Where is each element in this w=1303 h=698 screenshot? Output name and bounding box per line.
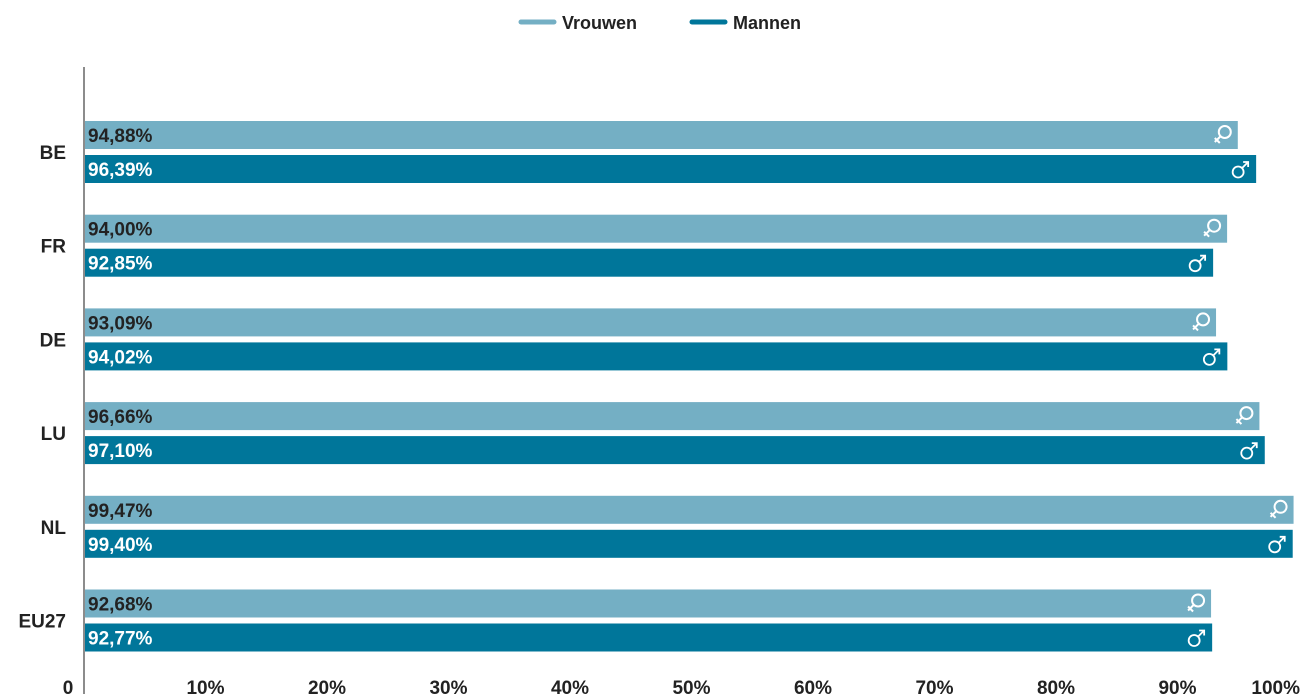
male-symbol-icon bbox=[1268, 535, 1286, 554]
bar-label-be-mannen: 96,39% bbox=[88, 160, 153, 181]
bar-eu27-mannen bbox=[85, 623, 1213, 652]
bar-be-vrouwen bbox=[85, 121, 1238, 149]
x-tick-label: 0 bbox=[63, 678, 74, 698]
bar-label-nl-vrouwen: 99,47% bbox=[88, 501, 153, 522]
bar-label-nl-mannen: 99,40% bbox=[88, 535, 153, 556]
bar-lu-vrouwen bbox=[85, 402, 1260, 431]
x-tick-label: 30% bbox=[429, 678, 467, 698]
bar-label-de-mannen: 94,02% bbox=[88, 347, 153, 368]
category-label-fr: FR bbox=[41, 237, 67, 258]
bar-fr-vrouwen bbox=[85, 214, 1228, 243]
male-symbol-icon bbox=[1187, 629, 1206, 647]
female-symbol-icon bbox=[1203, 218, 1222, 238]
bar-be-mannen bbox=[85, 155, 1257, 183]
bar-label-eu27-vrouwen: 92,68% bbox=[88, 595, 153, 616]
category-label-de: DE bbox=[40, 330, 66, 351]
bar-fr-mannen bbox=[85, 248, 1214, 277]
female-symbol-icon bbox=[1192, 312, 1211, 332]
x-tick-label: 100% bbox=[1251, 678, 1300, 698]
male-symbol-icon bbox=[1188, 254, 1207, 273]
bar-nl-vrouwen bbox=[85, 495, 1294, 524]
bar-label-fr-mannen: 92,85% bbox=[88, 254, 153, 275]
x-tick-label: 10% bbox=[186, 678, 224, 698]
bar-label-be-vrouwen: 94,88% bbox=[88, 126, 153, 147]
bar-label-eu27-mannen: 92,77% bbox=[88, 629, 153, 650]
bar-nl-mannen bbox=[85, 529, 1293, 558]
male-symbol-icon bbox=[1202, 348, 1221, 366]
bar-eu27-vrouwen bbox=[85, 589, 1212, 618]
female-symbol-icon bbox=[1235, 406, 1254, 425]
x-tick-label: 70% bbox=[915, 678, 953, 698]
male-symbol-icon bbox=[1240, 442, 1258, 460]
bar-label-fr-vrouwen: 94,00% bbox=[88, 220, 153, 241]
category-label-eu27: EU27 bbox=[18, 612, 66, 633]
female-symbol-icon bbox=[1269, 499, 1288, 519]
bar-label-de-vrouwen: 93,09% bbox=[88, 313, 153, 334]
female-symbol-icon bbox=[1214, 125, 1232, 144]
female-symbol-icon bbox=[1187, 593, 1206, 613]
legend-label-mannen: Mannen bbox=[733, 13, 801, 33]
x-tick-label: 20% bbox=[308, 678, 346, 698]
male-symbol-icon bbox=[1231, 161, 1250, 179]
x-tick-label: 40% bbox=[551, 678, 589, 698]
x-tick-label: 90% bbox=[1158, 678, 1196, 698]
bar-label-lu-vrouwen: 96,66% bbox=[88, 407, 153, 428]
bar-de-mannen bbox=[85, 342, 1228, 371]
x-tick-label: 80% bbox=[1037, 678, 1075, 698]
legend-label-vrouwen: Vrouwen bbox=[562, 13, 637, 33]
category-label-lu: LU bbox=[41, 424, 66, 445]
category-label-nl: NL bbox=[41, 518, 67, 539]
bar-lu-mannen bbox=[85, 436, 1265, 465]
x-tick-label: 50% bbox=[672, 678, 710, 698]
bar-de-vrouwen bbox=[85, 308, 1217, 337]
bar-label-lu-mannen: 97,10% bbox=[88, 441, 153, 462]
x-tick-label: 60% bbox=[794, 678, 832, 698]
category-label-be: BE bbox=[40, 143, 66, 164]
